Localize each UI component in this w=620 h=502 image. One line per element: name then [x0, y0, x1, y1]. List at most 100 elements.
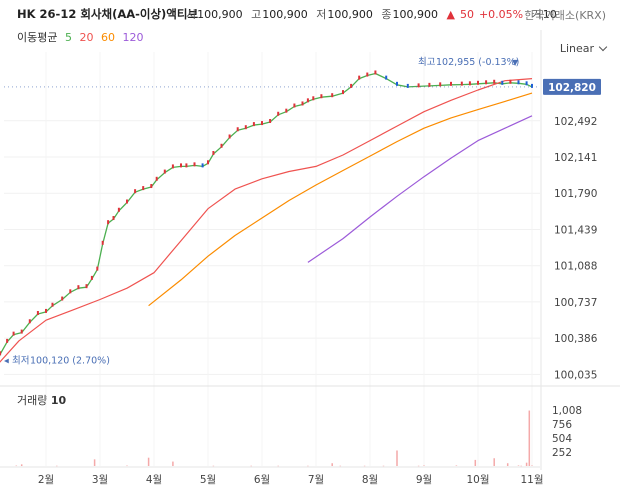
- y-tick-label: 100,737: [554, 297, 597, 309]
- candle: [261, 121, 263, 126]
- volume-bar: [250, 465, 252, 467]
- change-up-arrow-icon: ▲: [446, 8, 455, 21]
- candle: [142, 186, 145, 191]
- series-line-ma-60: [148, 92, 533, 307]
- candle: [155, 176, 158, 181]
- last-price-label: 102,820: [548, 82, 596, 94]
- volume-bar: [382, 465, 385, 467]
- x-tick-label: 8월: [362, 474, 378, 486]
- candle: [6, 338, 9, 343]
- candle: [85, 284, 88, 289]
- y-tick-label: 100,035: [554, 369, 597, 381]
- candle: [69, 289, 72, 294]
- candle: [171, 164, 174, 169]
- candle: [252, 122, 255, 127]
- candle: [385, 75, 388, 80]
- x-tick-label: 6월: [254, 474, 270, 486]
- volume-bar: [525, 462, 528, 466]
- max-value-label: 102,955 (-0.13%): [436, 57, 519, 68]
- moving-average-legend[interactable]: 이동평균 5 20 60 120: [17, 29, 147, 45]
- candle: [77, 285, 80, 290]
- candle: [150, 184, 153, 189]
- candle: [342, 90, 344, 95]
- y-tick-label: 102,492: [554, 116, 597, 128]
- x-tick-label: 7월: [308, 474, 324, 486]
- x-tick-label: 2월: [38, 474, 54, 486]
- max-marker-icon: ▼: [512, 58, 519, 67]
- candle: [117, 207, 120, 212]
- candle: [477, 80, 479, 85]
- candle: [45, 308, 47, 313]
- candle: [28, 319, 31, 324]
- min-marker-icon: ◂: [4, 356, 9, 367]
- candle: [201, 163, 204, 168]
- min-value-label: 100,120 (2.70%): [30, 356, 110, 367]
- candle: [269, 119, 272, 123]
- candle: [107, 220, 110, 225]
- x-tick-label: 5월: [200, 474, 216, 486]
- volume-bar: [277, 465, 279, 467]
- x-tick-label: 3월: [92, 474, 108, 486]
- candle: [428, 82, 431, 87]
- candle: [193, 162, 196, 167]
- close-value: 100,900: [392, 8, 439, 21]
- candle: [406, 83, 409, 88]
- volume-bar: [307, 465, 309, 467]
- candle: [228, 134, 231, 139]
- candle: [285, 108, 288, 113]
- y-tick-label: 100,386: [554, 333, 598, 345]
- scale-selector[interactable]: Linear: [560, 42, 608, 55]
- volume-bar: [493, 458, 495, 466]
- candle: [517, 80, 520, 85]
- volume-panel-label: 거래량 10: [17, 392, 66, 408]
- volume-bar: [474, 459, 477, 466]
- open-value: 100,900: [197, 8, 243, 21]
- candle: [439, 82, 442, 87]
- series-line-ma-20: [0, 78, 533, 363]
- candle: [90, 275, 93, 280]
- high-value: 100,900: [262, 8, 308, 21]
- candle: [212, 151, 215, 155]
- candle: [468, 81, 471, 86]
- volume-bar: [212, 465, 215, 467]
- candle: [450, 81, 452, 86]
- exchange-name: 한국거래소(KRX): [524, 9, 606, 22]
- y-tick-label: 101,790: [554, 188, 597, 200]
- candle: [366, 72, 369, 77]
- candle: [163, 169, 166, 174]
- y-tick-label: 101,439: [554, 224, 597, 236]
- candle: [36, 311, 39, 315]
- candle: [396, 81, 398, 86]
- ma20-period: 20: [79, 31, 94, 44]
- volume-tick-label: 1,008: [552, 405, 582, 417]
- candle: [312, 96, 315, 101]
- candle: [358, 75, 361, 80]
- close-label: 종: [381, 8, 392, 21]
- moving-average-lines: [0, 72, 533, 363]
- volume-bar: [506, 463, 509, 466]
- candle: [501, 80, 504, 85]
- chart-header: HK 26-12 회사채(AA-이상)액티브 시100,900 고100,900…: [0, 0, 620, 26]
- open-label: 시: [186, 8, 197, 21]
- candle: [460, 81, 463, 86]
- candle: [207, 160, 209, 165]
- axes: 100,035 100,386 100,737 101,088 101,439 101,7…: [0, 30, 620, 486]
- low-label: 저: [316, 8, 327, 21]
- candle: [112, 216, 115, 221]
- volume-bars: [15, 410, 533, 467]
- candle: [0, 351, 2, 356]
- change-value: 50: [459, 8, 474, 21]
- candle: [277, 111, 280, 116]
- volume-bar: [126, 465, 128, 467]
- gridlines: [4, 52, 540, 466]
- candle: [531, 83, 533, 88]
- volume-panel-title: 거래량: [17, 394, 48, 407]
- instrument-title: HK 26-12 회사채(AA-이상)액티브: [17, 7, 199, 21]
- volume-bar: [396, 450, 398, 466]
- candle: [51, 302, 54, 307]
- candle: [180, 163, 182, 168]
- candle: [126, 199, 128, 204]
- volume-bar: [56, 465, 58, 467]
- x-tick-label: 11월: [520, 474, 543, 486]
